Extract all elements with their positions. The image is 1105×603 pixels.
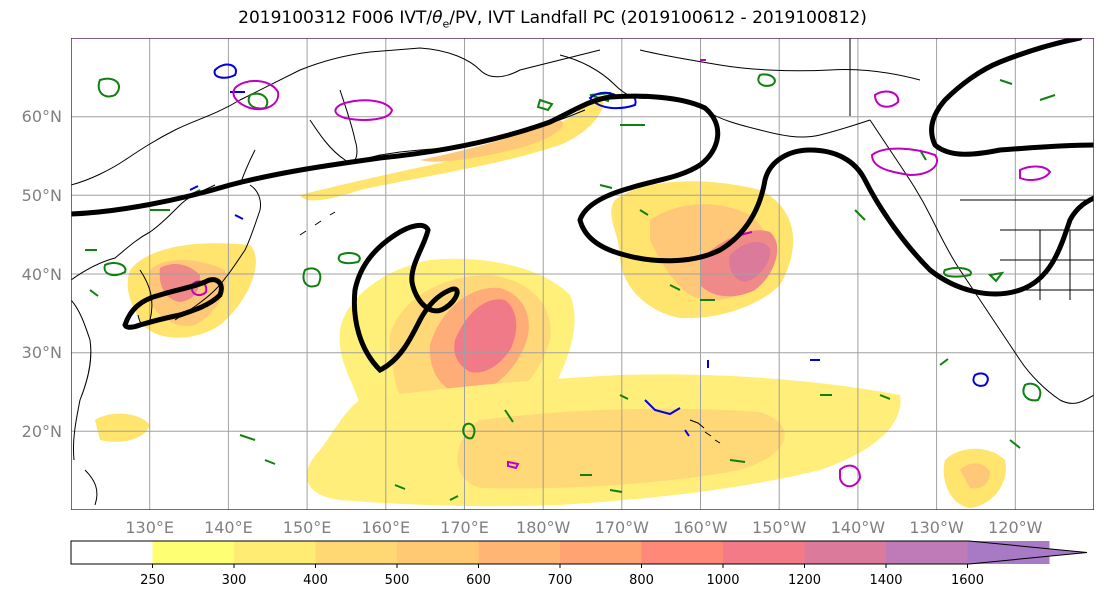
colorbar-swatch: [152, 541, 235, 564]
lat-label: 40°N: [22, 265, 62, 284]
graticule: [71, 38, 1094, 510]
lon-label: 160°W: [673, 518, 728, 537]
map-title: 2019100312 F006 IVT/θe/PV, IVT Landfall …: [238, 8, 867, 31]
colorbar-label: 1200: [788, 573, 821, 588]
colorbar-swatch: [478, 541, 561, 564]
lon-label: 180°W: [516, 518, 571, 537]
colorbar-label: 500: [385, 573, 410, 588]
lon-label: 160°E: [361, 518, 410, 537]
colorbar-label: 700: [548, 573, 573, 588]
colorbar-swatch: [886, 541, 968, 564]
ivt-shading: [95, 95, 1006, 508]
lon-label: 140°W: [831, 518, 886, 537]
colorbar-label: 1600: [951, 573, 984, 588]
lon-label: 130°W: [909, 518, 964, 537]
lon-label: 140°E: [204, 518, 253, 537]
colorbar-swatch: [315, 541, 398, 564]
magenta-contours: [190, 59, 1052, 488]
lon-label: 150°E: [283, 518, 332, 537]
lon-label: 130°E: [125, 518, 174, 537]
lat-label: 20°N: [22, 422, 62, 441]
colorbar-outline: [70, 540, 1088, 565]
lat-label: 50°N: [22, 186, 62, 205]
lon-label: 170°W: [595, 518, 650, 537]
longitude-labels: 130°E 140°E 150°E 160°E 170°E 180°W 170°…: [125, 518, 1042, 537]
map-area: [71, 38, 1094, 510]
colorbar-swatch: [397, 541, 479, 564]
colorbar-label: 400: [303, 573, 328, 588]
lon-label: 120°W: [988, 518, 1043, 537]
colorbar-label: 600: [466, 573, 491, 588]
colorbar-swatch: [71, 541, 153, 564]
colorbar-swatch: [234, 541, 316, 564]
colorbar-swatch: [560, 541, 642, 564]
thick-black-contours: [71, 38, 1094, 374]
lat-label: 30°N: [22, 343, 62, 362]
colorbar-swatches: [70, 540, 1088, 565]
colorbar-extend-arrow: [969, 541, 1087, 564]
lon-label: 150°W: [752, 518, 807, 537]
colorbar-label: 250: [140, 573, 165, 588]
latitude-labels: 60°N 50°N 40°N 30°N 20°N: [22, 107, 62, 441]
lon-label: 170°E: [440, 518, 489, 537]
colorbar-swatch: [804, 541, 887, 564]
colorbar-labels: 250 300 400 500 600 700 800 1000 1200 1400 1600: [140, 564, 984, 588]
colorbar-swatch: [641, 541, 724, 564]
colorbar-label: 300: [222, 573, 247, 588]
colorbar: 250 300 400 500 600 700 800 1000 1200 1400 1600: [70, 540, 1088, 588]
lat-label: 60°N: [22, 107, 62, 126]
colorbar-label: 1000: [706, 573, 739, 588]
colorbar-label: 1400: [869, 573, 902, 588]
colorbar-swatch: [723, 541, 805, 564]
colorbar-label: 800: [629, 573, 654, 588]
